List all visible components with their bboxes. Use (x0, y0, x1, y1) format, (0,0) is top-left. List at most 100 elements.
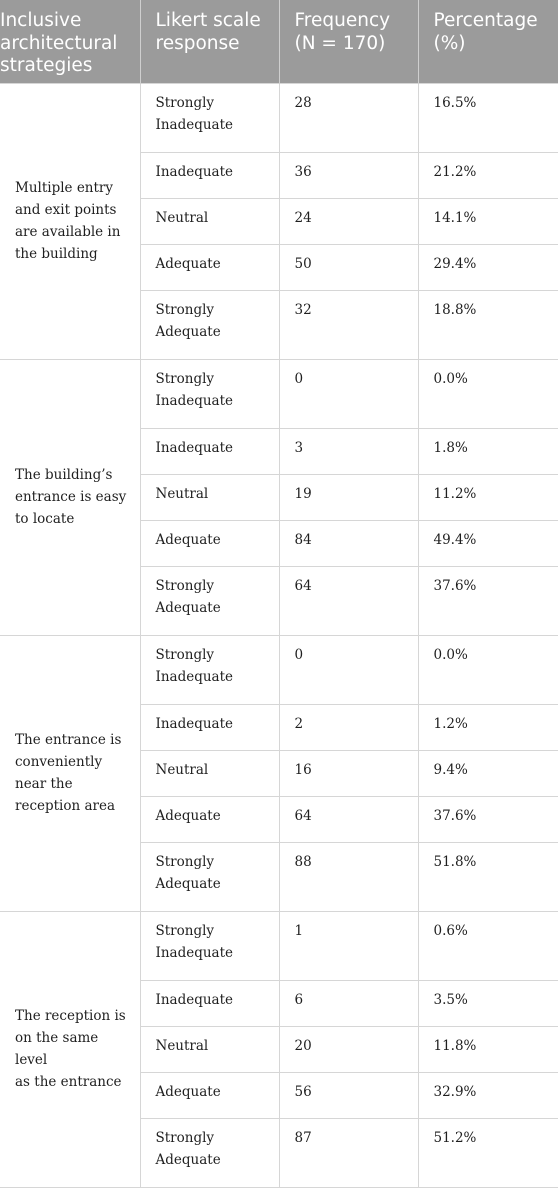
table-row: The entrance is conveniently near the recep… (0, 634, 558, 912)
likert-response-text: Adequate (155, 875, 221, 892)
strategy-text-line: are available in (15, 224, 121, 240)
likert-response-text: Strongly (155, 1129, 215, 1146)
likert-response-text: Neutral (155, 485, 209, 502)
table-row: Neutral 20 11.8% (0, 1025, 558, 1073)
frequency-cell: 64 (278, 565, 419, 636)
table-row: Strongly Adequate 88 51.8% (0, 841, 558, 912)
table-row: Inadequate 6 3.5% (0, 979, 558, 1027)
frequency-cell: 6 (278, 979, 419, 1027)
frequency-cell: 50 (278, 243, 419, 291)
strategy-text-line: reception area (15, 798, 116, 814)
strategy-text-line: as the entrance (15, 1074, 122, 1090)
likert-response-text: Inadequate (155, 668, 234, 685)
header-percentage-line: Percentage (433, 10, 538, 31)
frequency-cell: 19 (278, 473, 419, 521)
likert-response-text: Strongly (155, 922, 215, 939)
strategy-text-line: The reception is (15, 1008, 126, 1024)
table-row: Adequate 84 49.4% (0, 519, 558, 567)
likert-response-text: Inadequate (155, 439, 234, 456)
percentage-cell: 51.2% (417, 1117, 558, 1188)
header-frequency: Frequency (N = 170) (279, 0, 419, 83)
likert-response-text: Strongly (155, 853, 215, 870)
frequency-cell: 28 (278, 82, 419, 153)
likert-response-cell: Neutral (139, 473, 280, 521)
strategy-text-line: Multiple entry (15, 180, 114, 196)
percentage-cell: 29.4% (417, 243, 558, 291)
strategy-cell: The entrance is conveniently near the recep… (0, 634, 141, 912)
percentage-cell: 21.2% (417, 151, 558, 199)
likert-response-text: Inadequate (155, 116, 234, 133)
frequency-cell: 0 (278, 634, 419, 705)
frequency-cell: 64 (278, 795, 419, 843)
frequency-cell: 2 (278, 703, 419, 751)
likert-response-cell: Adequate (139, 1071, 280, 1119)
percentage-cell: 16.5% (417, 82, 558, 153)
likert-response-cell: Strongly Adequate (139, 841, 280, 912)
likert-response-cell: Strongly Inadequate (139, 910, 280, 981)
header-likert-line: response (155, 32, 240, 54)
frequency-cell: 20 (278, 1025, 419, 1073)
table-row: Strongly Adequate 87 51.2% (0, 1117, 558, 1188)
likert-response-text: Neutral (155, 761, 209, 778)
header-strategies-line: strategies (0, 55, 93, 76)
table-row: Strongly Adequate 32 18.8% (0, 289, 558, 360)
frequency-cell: 1 (278, 910, 419, 981)
header-percentage-line: (%) (433, 32, 466, 54)
percentage-cell: 49.4% (417, 519, 558, 567)
percentage-cell: 9.4% (417, 749, 558, 797)
strategy-text-line: the building (15, 246, 98, 262)
header-row: Inclusive architectural strategies Liker… (0, 0, 558, 83)
table-row: Inadequate 2 1.2% (0, 703, 558, 751)
header-percentage: Percentage (%) (418, 0, 558, 83)
header-strategies: Inclusive architectural strategies (0, 0, 141, 83)
frequency-cell: 0 (278, 358, 419, 429)
frequency-cell: 84 (278, 519, 419, 567)
likert-response-text: Inadequate (155, 944, 234, 961)
percentage-cell: 37.6% (417, 565, 558, 636)
likert-response-text: Adequate (155, 323, 221, 340)
likert-response-cell: Neutral (139, 1025, 280, 1073)
strategy-cell: The building’s entrance is easy to locate (0, 358, 141, 636)
frequency-cell: 32 (278, 289, 419, 360)
likert-response-text: Strongly (155, 646, 215, 663)
likert-response-cell: Neutral (139, 197, 280, 245)
table-body: Multiple entry and exit points are availab… (0, 82, 558, 1188)
header-strategies-line: architectural (0, 32, 118, 54)
percentage-cell: 1.2% (417, 703, 558, 751)
percentage-cell: 3.5% (417, 979, 558, 1027)
likert-response-cell: Neutral (139, 749, 280, 797)
table-row: Adequate 64 37.6% (0, 795, 558, 843)
strategy-text-line: and exit points (15, 202, 117, 218)
strategy-text-line: on the same level (15, 1030, 99, 1068)
likert-response-text: Inadequate (155, 991, 234, 1008)
likert-response-text: Adequate (155, 255, 221, 272)
header-likert-line: Likert scale (155, 10, 261, 31)
table-row: Multiple entry and exit points are availab… (0, 82, 558, 360)
percentage-cell: 11.2% (417, 473, 558, 521)
frequency-cell: 87 (278, 1117, 419, 1188)
likert-response-text: Strongly (155, 577, 215, 594)
likert-response-text: Adequate (155, 599, 221, 616)
likert-response-cell: Inadequate (139, 979, 280, 1027)
likert-response-cell: Inadequate (139, 151, 280, 199)
likert-response-text: Adequate (155, 1083, 221, 1100)
table-row: The reception is on the same level as the … (0, 910, 558, 1188)
likert-response-text: Adequate (155, 1151, 221, 1168)
likert-response-cell: Strongly Inadequate (139, 82, 280, 153)
likert-response-text: Strongly (155, 301, 215, 318)
likert-response-cell: Adequate (139, 519, 280, 567)
strategy-cell: The reception is on the same level as the … (0, 910, 141, 1188)
percentage-cell: 11.8% (417, 1025, 558, 1073)
table-row: Neutral 19 11.2% (0, 473, 558, 521)
percentage-cell: 0.0% (417, 358, 558, 429)
likert-response-cell: Strongly Adequate (139, 289, 280, 360)
frequency-cell: 3 (278, 427, 419, 475)
likert-response-text: Inadequate (155, 715, 234, 732)
likert-response-text: Neutral (155, 209, 209, 226)
likert-response-cell: Inadequate (139, 427, 280, 475)
frequency-cell: 36 (278, 151, 419, 199)
percentage-cell: 18.8% (417, 289, 558, 360)
frequency-cell: 88 (278, 841, 419, 912)
table-row: Adequate 50 29.4% (0, 243, 558, 291)
